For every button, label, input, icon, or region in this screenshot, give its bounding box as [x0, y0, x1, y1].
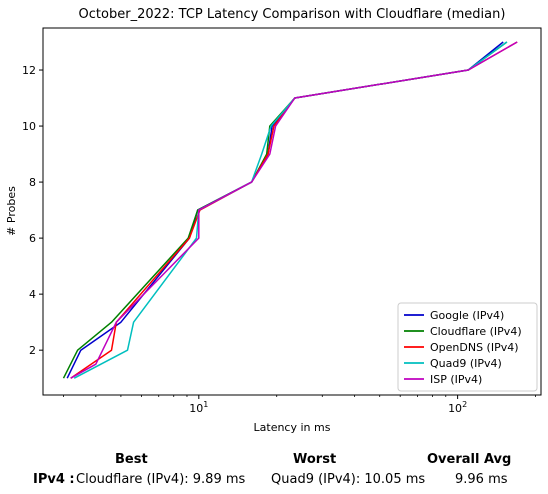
series-line-isp-ipv4 [70, 41, 518, 379]
legend-box [397, 302, 538, 392]
legend: Google (IPv4) Cloudflare (IPv4) OpenDNS (I… [397, 302, 538, 392]
summary-worst-header: Worst [293, 452, 337, 467]
x-axis-label: Latency in ms [254, 421, 331, 434]
y-tick-label: 6 [29, 232, 36, 245]
legend-label: Quad9 (IPv4) [430, 357, 502, 370]
legend-label: OpenDNS (IPv4) [430, 341, 519, 354]
y-tick-label: 8 [29, 176, 36, 189]
summary-best-value: Cloudflare (IPv4): 9.89 ms [76, 472, 246, 487]
y-axis-label: # Probes [5, 186, 18, 236]
latency-chart: October_2022: TCP Latency Comparison wit… [5, 7, 542, 434]
summary-avg-value: 9.96 ms [455, 472, 508, 487]
chart-title: October_2022: TCP Latency Comparison wit… [79, 7, 506, 22]
x-tick-label: 101 [189, 400, 208, 415]
summary-worst-value: Quad9 (IPv4): 10.05 ms [271, 472, 426, 487]
legend-label: Google (IPv4) [430, 309, 504, 322]
summary-best-header: Best [115, 452, 148, 467]
x-tick-label: 102 [448, 400, 467, 415]
summary-row-label: IPv4 : [33, 472, 75, 487]
y-tick-label: 12 [22, 64, 36, 77]
y-tick-label: 4 [29, 288, 36, 301]
legend-label: ISP (IPv4) [430, 373, 482, 386]
summary-avg-header: Overall Avg [427, 452, 512, 467]
y-tick-label: 2 [29, 344, 36, 357]
plot-frame [42, 27, 542, 396]
y-tick-label: 10 [22, 120, 36, 133]
legend-label: Cloudflare (IPv4) [430, 325, 522, 338]
